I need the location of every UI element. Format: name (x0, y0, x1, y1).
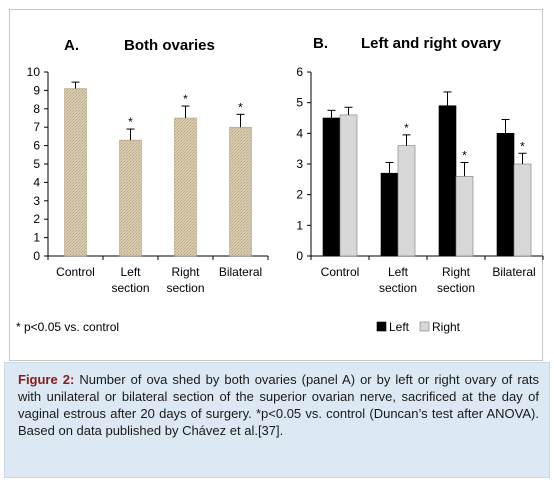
panel-a-y-tick-label: 5 (33, 157, 40, 171)
panel-b-bar-right (455, 175, 474, 257)
panel-b-y-tick-label: 1 (296, 218, 303, 232)
panel-b-category-label: section (437, 281, 475, 295)
panel-a-bar (174, 117, 197, 257)
panel-a-y-tick-label: 10 (27, 65, 41, 79)
panel-b-title: Left and right ovary (361, 35, 502, 52)
panel-a-bar (229, 126, 252, 257)
panel-a-title: Both ovaries (124, 37, 215, 54)
panel-b-significance-mark: * (404, 121, 409, 135)
panel-a-category-label: Control (56, 265, 95, 279)
panel-a-y-tick-label: 4 (33, 175, 40, 189)
panel-b-category-label: Left (388, 265, 409, 279)
panel-b-category-label: Right (442, 265, 471, 279)
panel-a-bar (119, 139, 142, 257)
panel-a-significance-mark: * (183, 92, 188, 106)
legend-label-left: Left (389, 320, 410, 334)
panel-a-y-tick-label: 9 (33, 83, 40, 97)
panel-b-category-label: section (379, 281, 417, 295)
panel-b-category-label: Bilateral (492, 265, 535, 279)
panel-a-significance-mark: * (128, 115, 133, 129)
panel-b-y-tick-label: 4 (296, 126, 303, 140)
panel-a-significance-mark: * (238, 100, 243, 114)
panel-b-y-tick-label: 3 (296, 157, 303, 171)
panel-a-category-label: section (166, 281, 204, 295)
panel-b-bar-right (513, 163, 532, 257)
legend-swatch-right (419, 321, 430, 332)
panel-b-bar-left (380, 172, 399, 257)
panel-b-y-tick-label: 5 (296, 96, 303, 110)
panel-b-bar-right (339, 114, 358, 257)
panel-a-y-tick-label: 6 (33, 139, 40, 153)
panel-b-significance-mark: * (520, 139, 525, 153)
panel-b-y-tick-label: 2 (296, 188, 303, 202)
panel-a-label: A. (64, 37, 79, 54)
panel-a-category-label: Bilateral (219, 265, 262, 279)
panel-a-y-tick-label: 3 (33, 194, 40, 208)
panel-b-y-tick-label: 6 (296, 65, 303, 79)
panel-b-bar-right (397, 145, 416, 257)
panel-b-bar-left (438, 105, 457, 257)
panel-b-y-tick-label: 0 (296, 249, 303, 263)
panel-a-y-tick-label: 0 (33, 249, 40, 263)
panel-a-y-tick-label: 8 (33, 102, 40, 116)
panel-a-bar (64, 88, 87, 257)
caption-text: Number of ova shed by both ovaries (pane… (18, 372, 539, 438)
figure-caption: Figure 2: Number of ova shed by both ova… (4, 362, 550, 478)
legend-swatch-left (376, 321, 387, 332)
significance-footnote: * p<0.05 vs. control (16, 320, 120, 334)
panel-a-y-tick-label: 1 (33, 231, 40, 245)
panel-b-bar-left (496, 133, 515, 257)
panel-a-y-tick-label: 7 (33, 120, 40, 134)
legend-label-right: Right (432, 320, 461, 334)
panel-a-y-tick-label: 2 (33, 212, 40, 226)
panel-a-category-label: section (111, 281, 149, 295)
caption-label: Figure 2: (18, 372, 75, 387)
panel-b-category-label: Control (321, 265, 360, 279)
panel-b-bar-left (322, 117, 341, 257)
panel-b-significance-mark: * (462, 148, 467, 162)
panel-b-label: B. (313, 35, 328, 52)
panel-a-category-label: Right (171, 265, 200, 279)
panel-a-category-label: Left (120, 265, 141, 279)
